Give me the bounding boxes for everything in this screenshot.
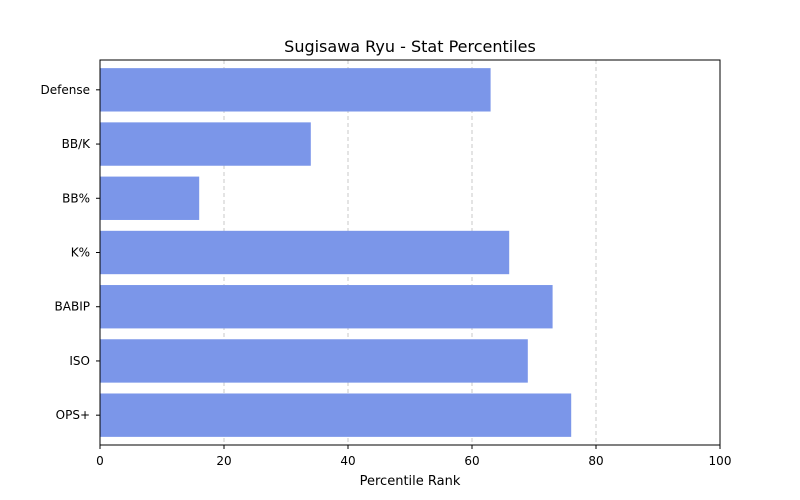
bar [100, 230, 510, 275]
y-tick-label: BB/K [62, 137, 92, 151]
x-axis-label: Percentile Rank [360, 474, 461, 489]
y-tick-label: BABIP [55, 300, 90, 314]
x-tick-label: 20 [216, 454, 231, 468]
x-axis-ticks: 0 20 40 60 80 100 [96, 445, 731, 468]
y-axis-ticks: Defense BB/K BB% K% BABIP ISO OPS+ [41, 83, 100, 422]
x-tick-label: 40 [340, 454, 355, 468]
bar [100, 393, 572, 437]
x-tick-label: 80 [588, 454, 603, 468]
bar [100, 68, 491, 112]
y-tick-label: K% [71, 246, 90, 260]
x-tick-label: 0 [96, 454, 104, 468]
bar [100, 122, 311, 166]
chart-title: Sugisawa Ryu - Stat Percentiles [284, 37, 536, 56]
y-tick-label: OPS+ [56, 408, 90, 422]
y-tick-label: Defense [41, 83, 90, 97]
bars [100, 68, 572, 437]
bar [100, 285, 553, 329]
bar [100, 339, 528, 383]
x-tick-label: 100 [709, 454, 732, 468]
y-tick-label: BB% [62, 191, 90, 205]
bar [100, 176, 200, 220]
x-tick-label: 60 [464, 454, 479, 468]
y-tick-label: ISO [69, 354, 90, 368]
